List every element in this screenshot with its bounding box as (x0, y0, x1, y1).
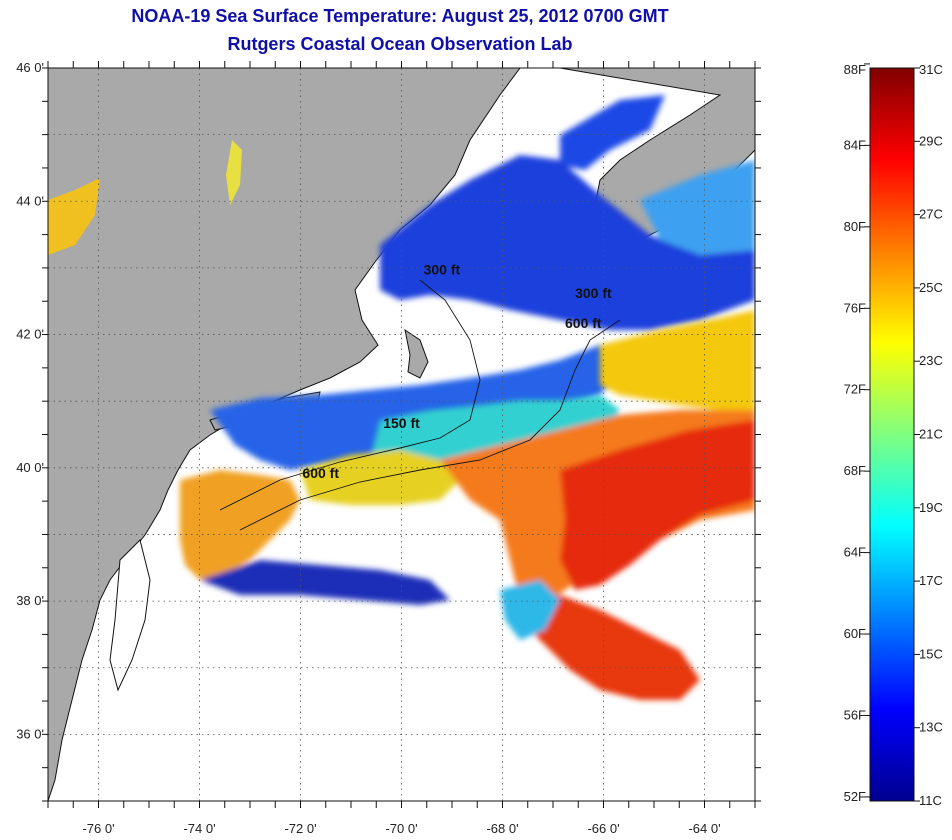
lon-tick-label: -72 0' (284, 821, 316, 836)
colorbar-label-celsius: 21C (919, 427, 943, 442)
colorbar-label-fahrenheit: 56F (844, 707, 866, 722)
sst-mid-atlantic-blue (200, 560, 450, 605)
sst-gulf-stream-red (560, 420, 755, 590)
sst-shelf-cyan (370, 395, 620, 475)
colorbar-label-celsius: 27C (919, 207, 943, 222)
sst-slope-yellow (600, 310, 755, 420)
lat-tick-label: 44 0' (16, 193, 44, 208)
lon-tick-label: -76 0' (82, 821, 114, 836)
colorbar-label-fahrenheit: 84F (844, 137, 866, 152)
sst-scotian-shelf (640, 160, 755, 255)
map-subtitle: Rutgers Coastal Ocean Observation Lab (227, 34, 573, 54)
colorbar-label-celsius: 31C (919, 62, 943, 77)
sst-warm-water (300, 310, 755, 700)
map-axes: 46 0' 44 0' 42 0' 40 0' 38 0' 36 0' -76 0' -74 … (16, 60, 761, 836)
colorbar-label-fahrenheit: 64F (844, 545, 866, 560)
sst-shelf-yellow (300, 450, 460, 505)
contour-600ft (239, 319, 621, 531)
lon-tick-label: -64 0' (688, 821, 720, 836)
contour-labels: 150 ft 600 ft 600 ft 300 ft 300 ft (302, 262, 612, 481)
land-cape-cod (404, 328, 429, 379)
contour-label: 300 ft (575, 285, 612, 301)
sst-warm-eddy-south (520, 595, 700, 700)
lat-tick-label: 42 0' (16, 327, 44, 342)
colorbar-label-celsius: 29C (919, 133, 943, 148)
sst-southern-new-england (210, 345, 620, 470)
land-delmarva (109, 539, 151, 692)
colorbar-labels: 31C 29C 27C 25C 23C 21C 19C 17C 15C 13C 11C 88F 84F 8… (844, 62, 943, 808)
colorbar-label-fahrenheit: 52F (844, 789, 866, 804)
lon-tick-label: -68 0' (486, 821, 518, 836)
graticule (48, 68, 755, 801)
colorbar-label-celsius: 25C (919, 280, 943, 295)
sst-gulf-of-maine (380, 155, 755, 330)
colorbar-label-celsius: 23C (919, 353, 943, 368)
bathymetry-contours (219, 279, 621, 531)
map-area (48, 68, 755, 801)
colorbar: 31C 29C 27C 25C 23C 21C 19C 17C 15C 13C 11C 88F 84F 8… (844, 62, 943, 808)
sst-bay-of-fundy (560, 95, 665, 170)
colorbar-label-fahrenheit: 88F (844, 62, 866, 77)
colorbar-label-fahrenheit: 60F (844, 626, 866, 641)
colorbar-label-celsius: 11C (919, 793, 942, 808)
contour-150ft (219, 279, 481, 511)
sst-inland-lake (48, 178, 100, 255)
sst-cold-water (180, 95, 755, 605)
lat-tick-label: 38 0' (16, 593, 44, 608)
colorbar-label-fahrenheit: 80F (844, 219, 866, 234)
contour-label: 300 ft (424, 262, 461, 278)
colorbar-label-fahrenheit: 72F (844, 382, 866, 397)
lat-tick-label: 36 0' (16, 726, 44, 741)
lon-tick-label: -70 0' (385, 821, 417, 836)
colorbar-label-fahrenheit: 68F (844, 463, 866, 478)
lon-tick-label: -66 0' (587, 821, 619, 836)
lat-tick-label: 40 0' (16, 460, 44, 475)
sst-eddy-cyan-edge (500, 580, 560, 640)
colorbar-label-celsius: 15C (919, 646, 943, 661)
contour-label: 150 ft (383, 415, 420, 431)
lat-tick-label: 46 0' (16, 60, 44, 75)
colorbar-label-celsius: 13C (919, 720, 943, 735)
lon-tick-label: -74 0' (183, 821, 215, 836)
contour-label: 600 ft (565, 315, 602, 331)
map-title: NOAA-19 Sea Surface Temperature: August … (131, 6, 669, 26)
sst-new-york-bight (180, 470, 300, 580)
colorbar-label-fahrenheit: 76F (844, 300, 866, 315)
contour-label: 600 ft (302, 465, 339, 481)
colorbar-label-celsius: 17C (919, 573, 943, 588)
sst-lake-champlain (226, 140, 242, 205)
colorbar-label-celsius: 19C (919, 500, 943, 515)
colorbar-gradient (869, 67, 915, 802)
